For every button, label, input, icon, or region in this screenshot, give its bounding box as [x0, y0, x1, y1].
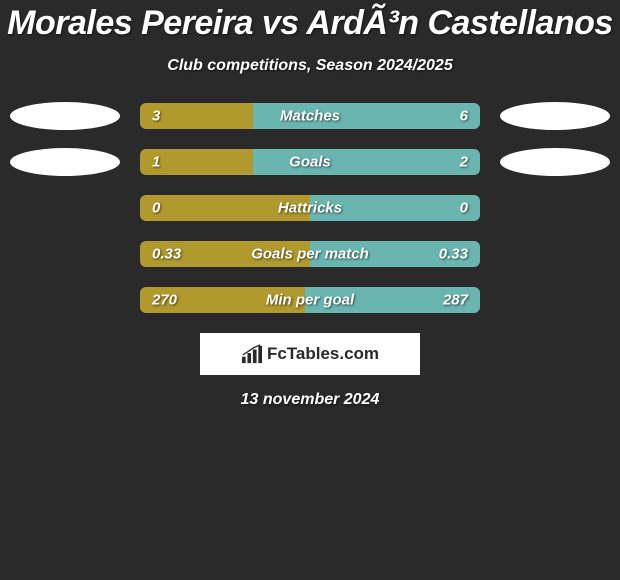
bar-right-value: 6: [460, 108, 468, 125]
player-ellipse-right: [500, 148, 610, 176]
bar-label: Goals per match: [251, 246, 369, 263]
stat-bar: 3 6 Matches: [140, 103, 480, 129]
logo-box[interactable]: FcTables.com: [200, 333, 420, 375]
bar-left-value: 0: [152, 200, 160, 217]
stat-bar: 0.33 0.33 Goals per match: [140, 241, 480, 267]
bar-left-value: 0.33: [152, 246, 181, 263]
stat-row: 3 6 Matches: [0, 103, 620, 129]
bar-label: Matches: [280, 108, 340, 125]
stat-bar: 1 2 Goals: [140, 149, 480, 175]
stat-bar: 0 0 Hattricks: [140, 195, 480, 221]
bar-label: Hattricks: [278, 200, 342, 217]
bars-icon: [241, 344, 263, 364]
season-subtitle: Club competitions, Season 2024/2025: [0, 57, 620, 75]
player-ellipse-left: [10, 148, 120, 176]
bar-label: Goals: [289, 154, 331, 171]
bar-right-value: 287: [443, 292, 468, 309]
stat-row: 1 2 Goals: [0, 149, 620, 175]
bar-right-value: 0: [460, 200, 468, 217]
logo-text: FcTables.com: [267, 344, 379, 364]
stat-bar: 270 287 Min per goal: [140, 287, 480, 313]
bar-right-fill: [253, 149, 480, 175]
player-ellipse-left: [10, 102, 120, 130]
bar-label: Min per goal: [266, 292, 354, 309]
stat-row: 270 287 Min per goal: [0, 287, 620, 313]
stat-row: 0 0 Hattricks: [0, 195, 620, 221]
stats-card: Morales Pereira vs ArdÃ³n Castellanos Cl…: [0, 0, 620, 409]
date-text: 13 november 2024: [0, 391, 620, 409]
stat-rows: 3 6 Matches 1 2 Goals 0 0 Hattricks 0.33 0.33 Goals…: [0, 103, 620, 313]
bar-left-value: 270: [152, 292, 177, 309]
logo-inner: FcTables.com: [241, 344, 379, 364]
bar-right-value: 2: [460, 154, 468, 171]
player-ellipse-right: [500, 102, 610, 130]
page-title: Morales Pereira vs ArdÃ³n Castellanos: [0, 4, 620, 43]
bar-left-value: 1: [152, 154, 160, 171]
bar-left-value: 3: [152, 108, 160, 125]
stat-row: 0.33 0.33 Goals per match: [0, 241, 620, 267]
bar-right-value: 0.33: [439, 246, 468, 263]
